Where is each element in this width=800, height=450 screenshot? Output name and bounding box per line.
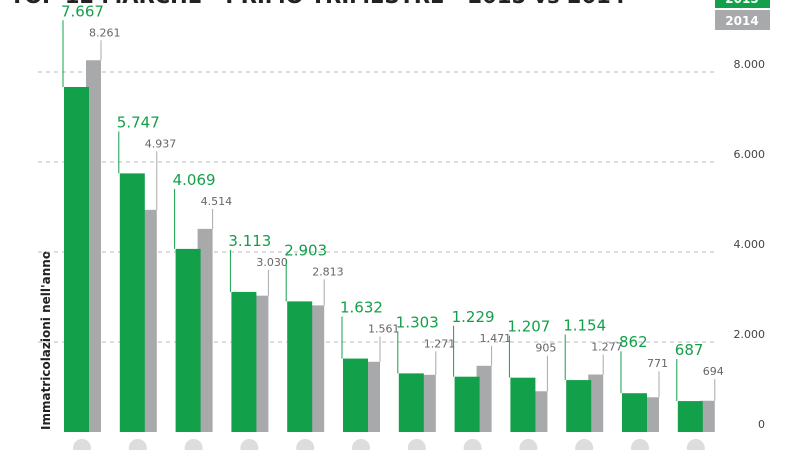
brand-logo: [240, 439, 259, 450]
bar-2015: [287, 301, 313, 432]
bar-2014: [532, 391, 548, 432]
value-label-2015: 7.667: [61, 2, 104, 20]
bar-2014: [141, 209, 157, 432]
legend-swatch: [715, 0, 770, 8]
y-tick-label: 2.000: [734, 328, 766, 341]
value-label-2014: 4.514: [201, 195, 233, 208]
value-label-2015: 1.207: [507, 318, 550, 336]
bar-2014: [253, 295, 269, 432]
value-label-2014: 1.471: [480, 332, 512, 345]
bar-2014: [197, 228, 213, 432]
legend-swatch: [715, 10, 770, 30]
bar-2014: [86, 60, 101, 432]
value-label-2015: 1.154: [563, 317, 606, 335]
bar-2015: [64, 86, 89, 433]
value-label-2015: 1.229: [452, 308, 495, 326]
y-tick-label: 0: [758, 418, 765, 431]
value-label-2014: 694: [703, 365, 724, 378]
value-label-2014: 771: [647, 357, 668, 370]
brand-logo: [352, 439, 370, 450]
brand-logo: [519, 439, 538, 450]
value-label-2014: 1.277: [591, 341, 623, 354]
value-label-2015: 1.632: [340, 299, 383, 317]
bar-2014: [365, 361, 380, 432]
value-label-2015: 4.069: [173, 171, 216, 189]
brand-logo: [463, 439, 482, 450]
value-label-2015: 3.113: [228, 232, 271, 250]
value-label-2014: 3.030: [256, 256, 288, 269]
value-label-2014: 1.561: [368, 323, 400, 336]
bar-2014: [699, 400, 715, 432]
bar-2014: [476, 365, 492, 432]
value-label-2014: 4.937: [145, 137, 177, 150]
y-tick-label: 6.000: [734, 148, 766, 161]
bar-2014: [588, 374, 604, 432]
bar-2015: [343, 358, 368, 432]
bar-2015: [566, 380, 592, 432]
value-label-2014: 905: [535, 342, 556, 355]
bar-2015: [231, 291, 257, 432]
bar-2015: [677, 401, 703, 432]
legend-label: 2015: [725, 0, 758, 6]
brand-logo: [686, 439, 705, 450]
value-label-2014: 1.271: [424, 337, 456, 350]
brand-logo: [128, 439, 147, 450]
y-axis-label: Immatricolazioni nell'anno: [39, 251, 53, 430]
value-label-2015: 5.747: [117, 113, 160, 131]
brand-logo: [575, 439, 594, 450]
brand-logo: [407, 439, 426, 450]
bar-2014: [309, 305, 325, 432]
brand-logo: [73, 439, 91, 450]
chart-title: TOP 12 MARCHE - PRIMO TRIMESTRE - 2015 v…: [10, 0, 625, 8]
y-tick-label: 4.000: [734, 238, 766, 251]
bar-2015: [175, 248, 201, 432]
y-tick-label: 8.000: [734, 58, 766, 71]
value-label-2014: 8.261: [89, 26, 121, 39]
value-label-2015: 2.903: [284, 241, 327, 259]
value-label-2015: 1.303: [396, 313, 439, 331]
bar-2014: [644, 397, 659, 432]
brand-logo: [184, 439, 203, 450]
bar-2015: [622, 393, 647, 432]
bar-2015: [454, 376, 480, 432]
brand-logo: [296, 439, 315, 450]
bar-2014: [420, 374, 436, 432]
brand-logo: [631, 439, 649, 450]
value-label-2015: 687: [675, 341, 704, 359]
value-label-2015: 862: [619, 333, 648, 351]
value-label-2014: 2.813: [312, 265, 344, 278]
bar-2015: [510, 377, 536, 432]
legend-label: 2014: [725, 14, 758, 28]
bar-2015: [119, 173, 145, 432]
bar-2015: [398, 373, 424, 432]
